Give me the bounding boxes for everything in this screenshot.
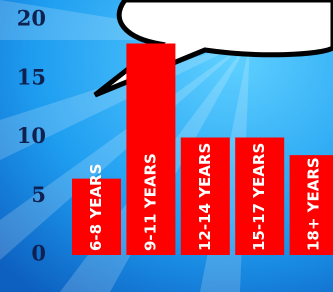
y-tick-label: 10 bbox=[17, 123, 46, 148]
x-tick-label: 6-8 YEARS bbox=[87, 164, 105, 251]
x-tick-label: 12-14 YEARS bbox=[196, 143, 214, 251]
y-tick-label: 15 bbox=[17, 64, 46, 89]
y-tick-label: 20 bbox=[17, 6, 46, 31]
y-tick-label: 0 bbox=[31, 241, 46, 266]
x-tick-label: 18+ YEARS bbox=[305, 157, 323, 251]
x-tick-label: 15-17 YEARS bbox=[250, 143, 268, 251]
chart: 0 5 10 15 20 6-8 YEARS 9-11 YEARS 12-14 YEARS 15… bbox=[0, 0, 333, 292]
y-tick-label: 5 bbox=[31, 182, 46, 207]
x-tick-label: 9-11 YEARS bbox=[141, 153, 159, 251]
